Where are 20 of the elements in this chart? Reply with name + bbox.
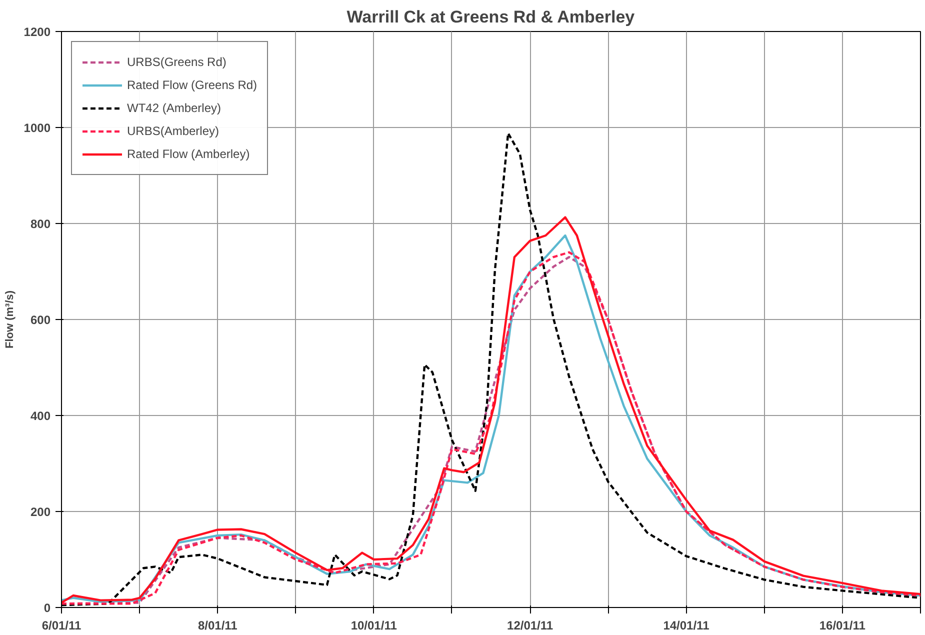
x-tick-label: 8/01/11 [198,618,238,632]
y-tick-label: 1200 [24,25,51,39]
legend-label: URBS(Greens Rd) [127,55,226,69]
x-tick-label: 6/01/11 [42,618,82,632]
y-tick-label: 800 [30,217,51,231]
legend-label: WT42 (Amberley) [127,101,222,115]
y-axis-title: Flow (m³/s) [4,290,16,349]
y-tick-label: 600 [30,313,51,327]
x-tick-label: 14/01/11 [663,618,710,632]
legend-label: URBS(Amberley) [127,124,220,138]
y-tick-label: 1000 [24,121,51,135]
x-tick-label: 16/01/11 [819,618,866,632]
chart-title: Warrill Ck at Greens Rd & Amberley [346,8,636,26]
y-tick-label: 200 [30,505,51,519]
y-tick-label: 400 [30,409,51,423]
legend-label: Rated Flow (Greens Rd) [127,78,258,92]
legend-label: Rated Flow (Amberley) [127,147,250,161]
x-tick-label: 12/01/11 [507,618,554,632]
x-tick-label: 10/01/11 [350,618,398,632]
y-tick-label: 0 [44,601,51,615]
